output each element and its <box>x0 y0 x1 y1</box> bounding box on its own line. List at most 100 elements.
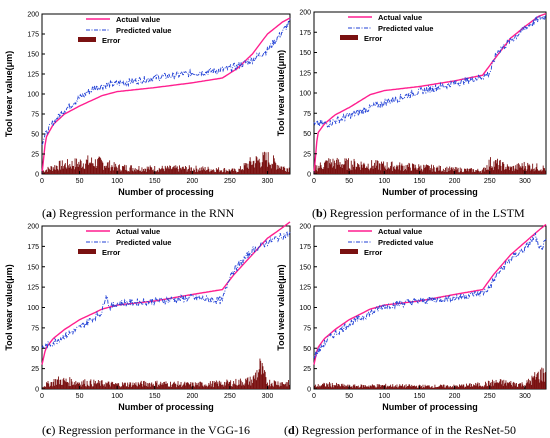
x-tick-label: 250 <box>484 393 496 400</box>
x-tick-label: 250 <box>224 393 236 400</box>
x-axis-label: Number of processing <box>118 402 214 412</box>
predicted-value-line <box>313 14 547 128</box>
panel-c: 0 50 100 150 200 250 300 0 25 50 75 100 125 150 175 200… <box>4 221 291 412</box>
y-tick-label: 125 <box>27 72 39 79</box>
y-tick-label: 50 <box>303 346 311 353</box>
x-tick-label: 300 <box>519 178 531 185</box>
x-tick-label: 50 <box>345 393 353 400</box>
x-tick-label: 50 <box>76 393 84 400</box>
x-axis-label: Number of processing <box>382 402 478 412</box>
caption-a: (a) Regression performance in the RNN <box>42 206 235 220</box>
y-tick-label: 150 <box>27 264 39 271</box>
x-tick-label: 100 <box>111 178 123 185</box>
y-tick-label: 100 <box>299 91 311 98</box>
x-tick-label: 200 <box>449 178 461 185</box>
error-bars <box>314 367 546 389</box>
panel-d: 0 50 100 150 200 250 300 0 25 50 75 100 125 150 175 200… <box>276 224 547 412</box>
x-tick-label: 100 <box>378 178 390 185</box>
y-tick-label: 100 <box>299 305 311 312</box>
y-tick-label: 200 <box>27 12 39 19</box>
y-tick-label: 75 <box>31 112 39 119</box>
x-tick-label: 0 <box>40 178 44 185</box>
legend-actual-label: Actual value <box>378 227 422 236</box>
y-tick-label: 150 <box>27 52 39 59</box>
legend-predicted-label: Predicted value <box>116 26 171 35</box>
x-tick-label: 0 <box>312 393 316 400</box>
y-tick-label: 100 <box>27 92 39 99</box>
y-tick-label: 0 <box>307 387 311 394</box>
x-tick-label: 150 <box>149 393 161 400</box>
y-axis-label: Tool wear value(μm) <box>4 51 14 137</box>
caption-c: (c) Regression performance in the VGG-16 <box>42 423 251 437</box>
x-axis-label: Number of processing <box>118 187 214 197</box>
legend-predicted-label: Predicted value <box>378 24 433 33</box>
x-tick-label: 50 <box>76 178 84 185</box>
y-tick-label: 50 <box>303 131 311 138</box>
y-tick-label: 175 <box>27 244 39 251</box>
x-tick-label: 300 <box>262 178 274 185</box>
predicted-value-line <box>313 232 547 359</box>
caption-b-letter: b <box>316 206 323 220</box>
y-tick-label: 125 <box>299 70 311 77</box>
y-tick-label: 25 <box>303 366 311 373</box>
predicted-value-line <box>41 231 291 350</box>
legend-actual-label: Actual value <box>116 15 160 24</box>
caption-d: (d) Regression performance of in the Res… <box>284 423 516 437</box>
y-tick-label: 200 <box>299 10 311 17</box>
legend-error-swatch <box>78 249 96 254</box>
legend-error-label: Error <box>102 36 120 45</box>
y-tick-label: 175 <box>299 30 311 37</box>
caption-d-letter: d <box>288 423 295 437</box>
x-tick-label: 300 <box>262 393 274 400</box>
legend-actual-label: Actual value <box>378 13 422 22</box>
y-tick-label: 0 <box>35 172 39 179</box>
x-tick-label: 250 <box>484 178 496 185</box>
y-tick-label: 50 <box>31 132 39 139</box>
error-bars <box>314 157 546 174</box>
y-tick-label: 25 <box>31 366 39 373</box>
error-bars <box>42 151 290 174</box>
x-tick-label: 100 <box>378 393 390 400</box>
y-tick-label: 175 <box>299 244 311 251</box>
legend-predicted-label: Predicted value <box>378 238 433 247</box>
caption-a-text: Regression performance in the RNN <box>59 206 235 220</box>
x-tick-label: 200 <box>186 393 198 400</box>
x-tick-label: 200 <box>449 393 461 400</box>
panel-b: 0 50 100 150 200 250 300 0 25 50 75 100 125 150 175 200… <box>276 10 547 197</box>
y-tick-label: 200 <box>299 224 311 231</box>
caption-b-text: Regression performance of in the LSTM <box>329 206 525 220</box>
y-tick-label: 175 <box>27 32 39 39</box>
legend-actual-label: Actual value <box>116 227 160 236</box>
y-tick-label: 150 <box>299 264 311 271</box>
y-axis-label: Tool wear value(μm) <box>276 264 286 350</box>
y-axis-label: Tool wear value(μm) <box>4 264 14 350</box>
legend-predicted-label: Predicted value <box>116 238 171 247</box>
x-tick-label: 0 <box>312 178 316 185</box>
panel-a: 0 50 100 150 200 250 300 0 25 50 75 100 125 150 175 200… <box>4 12 291 197</box>
y-tick-label: 125 <box>27 285 39 292</box>
caption-c-text: Regression performance in the VGG-16 <box>58 423 251 437</box>
x-tick-label: 300 <box>519 393 531 400</box>
y-tick-label: 0 <box>307 172 311 179</box>
caption-d-text: Regression performance of in the ResNet-… <box>301 423 516 437</box>
x-tick-label: 0 <box>40 393 44 400</box>
x-tick-label: 150 <box>414 393 426 400</box>
x-tick-label: 250 <box>224 178 236 185</box>
error-bars <box>42 358 290 389</box>
y-tick-label: 50 <box>31 346 39 353</box>
x-axis-label: Number of processing <box>382 187 478 197</box>
y-tick-label: 75 <box>303 325 311 332</box>
y-tick-label: 200 <box>27 224 39 231</box>
legend-error-label: Error <box>364 34 382 43</box>
x-tick-label: 100 <box>111 393 123 400</box>
y-tick-label: 75 <box>31 325 39 332</box>
y-tick-label: 100 <box>27 305 39 312</box>
legend-error-label: Error <box>102 248 120 257</box>
legend-error-swatch <box>340 35 358 40</box>
y-tick-label: 25 <box>31 152 39 159</box>
y-tick-label: 0 <box>35 387 39 394</box>
